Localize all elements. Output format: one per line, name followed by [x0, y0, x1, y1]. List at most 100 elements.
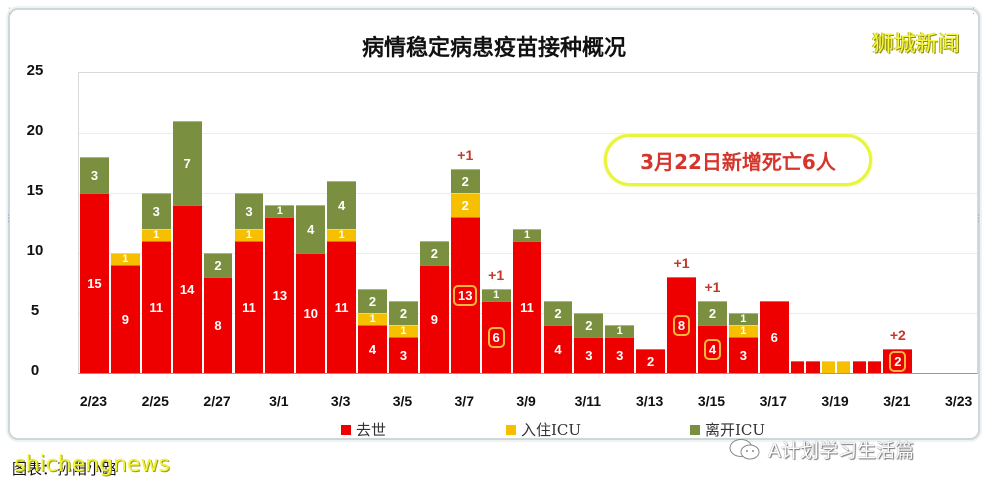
x-tick-label: 3/13 [636, 393, 664, 409]
segment-icu-in: 1 [728, 325, 758, 337]
segment-death: 6 [759, 301, 789, 373]
y-tick-label: 10 [26, 242, 44, 259]
segment-death: 2 [883, 349, 913, 373]
segment-death: 3 [389, 337, 418, 373]
segment-icu-out: 4 [327, 181, 357, 229]
value-label: 11 [242, 300, 256, 315]
segment-icu-out: 3 [80, 157, 109, 193]
resize-handle-top-left[interactable]: ⁚ [8, 7, 12, 17]
value-label: 2 [585, 318, 593, 333]
resize-handle-left[interactable]: ⋮ [4, 214, 14, 224]
segment-death: 11 [141, 241, 171, 373]
segment-death: 8 [203, 277, 233, 373]
value-label: 1 [245, 229, 252, 241]
value-label: 15 [87, 276, 102, 291]
value-label: 1 [122, 253, 129, 265]
segment-death: 14 [172, 205, 202, 373]
bar-3/5[interactable]: 3 1 2 [389, 301, 418, 373]
value-label: 2 [554, 306, 562, 321]
value-label: 4 [338, 198, 346, 213]
bar-3/20a[interactable] [852, 361, 866, 373]
value-label: 13 [453, 285, 478, 306]
bar-3/4[interactable]: 4 1 2 [358, 289, 387, 373]
segment-icu-out: 1 [512, 229, 542, 241]
bar-3/18b[interactable] [806, 361, 820, 373]
legend-label-icu-out: 离开ICU [705, 421, 766, 439]
segment-icu-out: 1 [605, 325, 635, 337]
bar-3/1[interactable]: 13 1 [265, 205, 295, 373]
y-tick-label: 0 [30, 362, 40, 379]
bar-3/19b[interactable] [837, 361, 851, 373]
segment-death: 6 [481, 301, 511, 373]
x-tick-label: 3/15 [697, 393, 726, 409]
resize-handle-top-right[interactable]: ⁚ [972, 7, 976, 17]
value-label: 2 [708, 306, 717, 321]
bar-3/2[interactable]: 10 4 [296, 205, 326, 373]
segment-icu-in: 1 [110, 253, 140, 265]
value-label: 2 [430, 246, 438, 261]
bar-3/3[interactable]: 11 1 4 [327, 181, 357, 373]
legend-item-icu-in: 入住ICU [506, 419, 581, 440]
y-tick-label: 15 [26, 182, 44, 199]
bar-3/19a[interactable] [821, 361, 836, 373]
segment-icu-out: 2 [358, 289, 387, 313]
legend-swatch-green-icon [690, 424, 700, 435]
segment-icu-out: 1 [481, 289, 511, 301]
gridline [79, 193, 977, 194]
segment-death: 11 [234, 241, 264, 373]
callout-new-deaths: 3月22日新增死亡6人 [604, 134, 872, 186]
segment-icu-in [837, 361, 851, 373]
gridline [79, 133, 977, 134]
segment-icu-out: 2 [203, 253, 233, 277]
bar-3/18a[interactable] [790, 361, 805, 373]
value-label: 8 [672, 315, 691, 336]
value-label: 2 [399, 306, 408, 321]
legend-swatch-yellow-icon [506, 424, 516, 435]
segment-death: 3 [605, 337, 635, 373]
segment-icu-out: 2 [419, 241, 449, 265]
value-label: 2 [214, 258, 222, 273]
delta-annotation: +2 [889, 327, 906, 343]
value-label: 13 [272, 288, 288, 303]
segment-death: 13 [450, 217, 480, 373]
bar-2/26[interactable]: 14 7 [172, 121, 202, 373]
value-label: 1 [740, 325, 747, 337]
bar-2/28[interactable]: 11 1 3 [234, 193, 264, 373]
value-label: 1 [616, 325, 623, 337]
bar-3/20b[interactable] [867, 361, 882, 373]
bar-2/23[interactable]: 15 3 [80, 157, 109, 373]
source-credit: 图表：孙阳小路 [12, 460, 118, 478]
bar-3/7[interactable]: 13 2 2 [450, 169, 480, 373]
segment-death: 3 [728, 337, 758, 373]
value-label: 11 [149, 300, 164, 315]
bar-3/17[interactable]: 6 [759, 301, 789, 373]
x-tick-label: 2/27 [203, 393, 231, 409]
segment-death: 11 [327, 241, 357, 373]
bar-3/14[interactable]: 8 [667, 277, 696, 373]
segment-icu-in [821, 361, 836, 373]
chart-title: 病情稳定病患疫苗接种概况 [361, 36, 626, 61]
resize-handle-right[interactable]: ⋮ [974, 214, 984, 224]
y-tick-label: 25 [26, 62, 44, 79]
bar-3/9[interactable]: 11 1 [512, 229, 542, 373]
segment-icu-out: 1 [265, 205, 295, 217]
bar-3/13[interactable]: 2 [636, 349, 666, 373]
value-label: 8 [214, 318, 222, 333]
bar-2/25[interactable]: 11 1 3 [141, 193, 171, 373]
segment-icu-in: 1 [358, 313, 387, 325]
delta-annotation: +1 [704, 279, 721, 295]
segment-death: 10 [296, 253, 326, 373]
bar-3/21[interactable]: 2 [883, 349, 913, 373]
x-tick-label: 3/5 [392, 393, 413, 409]
value-label: 4 [703, 339, 722, 360]
legend-item-icu-out: 离开ICU [690, 419, 765, 440]
